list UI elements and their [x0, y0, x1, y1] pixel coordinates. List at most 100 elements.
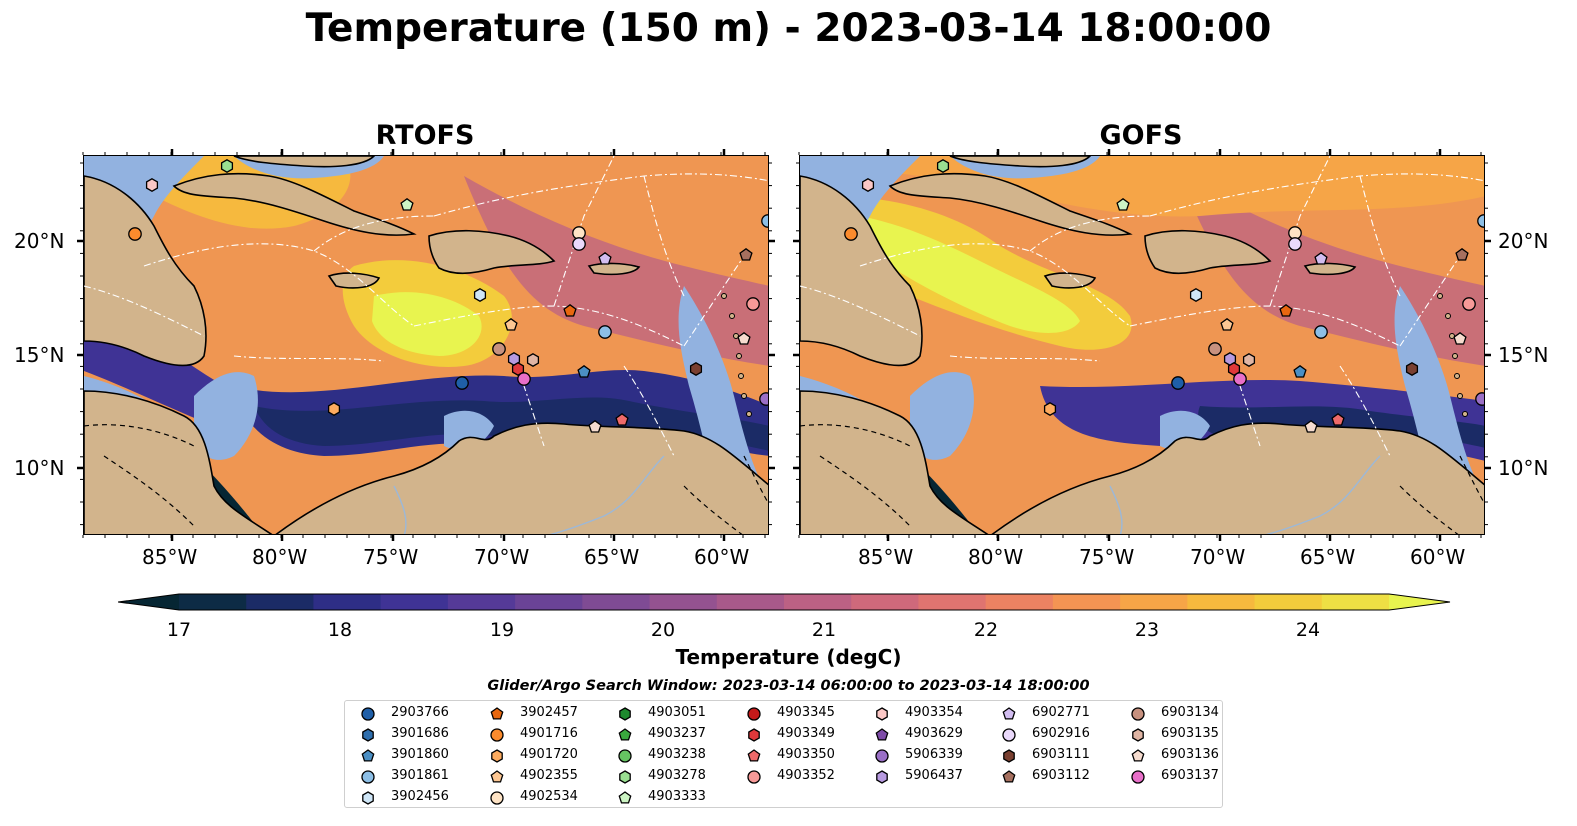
colorbar-segment: [515, 594, 583, 610]
river: [393, 485, 407, 534]
legend-marker-3901861: [361, 770, 375, 784]
panel-title-gofs: GOFS: [1099, 120, 1183, 151]
platform-marker-6903134: [1208, 342, 1222, 356]
eez-boundary: [1399, 255, 1461, 347]
eez-boundary: [1359, 175, 1401, 297]
colorbar-tick-19: 19: [489, 619, 515, 641]
colorbar-segment: [851, 594, 919, 610]
eez-boundary: [233, 355, 385, 362]
south-america-land: [991, 422, 1484, 534]
lesser-antilles-island: [721, 293, 727, 299]
colorbar-segment: [649, 594, 718, 610]
platform-marker-6902916: [1288, 237, 1302, 251]
legend-label: 3901686: [391, 726, 449, 741]
pentagon-marker-icon: [618, 728, 632, 741]
platform-marker-4901720: [327, 402, 341, 416]
platform-marker-4902355: [504, 317, 518, 331]
colorbar-segment: [582, 594, 651, 610]
platform-marker-3902456: [1189, 288, 1203, 302]
lon-label-85w-right: 85°W: [858, 545, 914, 569]
jamaica-land: [327, 272, 381, 289]
national-border: [819, 455, 911, 527]
lon-label-80w-left: 80°W: [252, 545, 308, 569]
national-border: [84, 424, 195, 447]
sst-warm-patch: [860, 216, 1080, 333]
eez-boundary: [1149, 173, 1484, 217]
circle-marker-icon: [1131, 770, 1145, 784]
pentagon-marker-icon: [747, 749, 761, 762]
legend-marker-6902771: [1002, 707, 1016, 720]
circle-marker-icon: [1131, 707, 1145, 721]
pentagon-marker-icon: [1002, 707, 1016, 720]
colorbar-tick-20: 20: [650, 619, 676, 641]
legend-title: Glider/Argo Search Window: 2023-03-14 06…: [487, 678, 1090, 694]
lesser-antilles-island: [1457, 393, 1463, 399]
eez-boundary: [623, 365, 675, 457]
legend-marker-4903237: [618, 728, 632, 741]
circle-marker-icon: [361, 770, 375, 784]
colorbar-segment: [447, 594, 516, 610]
rtofs-map[interactable]: [83, 155, 769, 535]
hispaniola-land: [1144, 229, 1272, 275]
lesser-antilles-island: [1449, 333, 1455, 339]
colorbar-tick-21: 21: [811, 619, 837, 641]
circle-marker-icon: [747, 707, 761, 721]
national-border: [103, 455, 195, 527]
legend-marker-4901716: [490, 728, 504, 742]
platform-marker-3901861: [598, 325, 612, 339]
circle-marker-icon: [747, 770, 761, 784]
platform-marker-6903136: [737, 331, 751, 345]
platform-legend: 2903766 3901686 3901860 3901861 3902456 39024…: [344, 700, 1223, 808]
pentagon-marker-icon: [361, 749, 375, 762]
legend-label: 4903051: [648, 705, 706, 720]
colorbar-segment: [784, 594, 852, 610]
platform-marker-5906339: [759, 392, 768, 406]
hexagon-marker-icon: [876, 770, 888, 784]
platform-marker-6903136: [1453, 331, 1467, 345]
legend-label: 4903350: [777, 747, 835, 762]
platform-marker-4903354: [145, 178, 159, 192]
legend-marker-6902916: [1002, 728, 1016, 742]
river: [1109, 485, 1123, 534]
platform-marker-4901720: [1043, 402, 1057, 416]
legend-label: 6903137: [1161, 768, 1219, 783]
platform-marker-6903135: [1242, 353, 1256, 367]
legend-marker-4903352: [747, 770, 761, 784]
pentagon-marker-icon: [1131, 749, 1145, 762]
lesser-antilles-island: [741, 393, 747, 399]
cuba-land: [888, 172, 1133, 236]
colorbar-tick-23: 23: [1134, 619, 1160, 641]
map-axis-ticks: [77, 149, 1491, 541]
lesser-antilles-island: [736, 353, 742, 359]
eez-boundary: [643, 175, 685, 297]
legend-marker-3901860: [361, 749, 375, 762]
hexagon-marker-icon: [362, 791, 374, 805]
legend-label: 3902456: [391, 789, 449, 804]
legend-label: 6902771: [1032, 705, 1090, 720]
rtofs-map-canvas: [84, 156, 768, 534]
colorbar-tick-17: 17: [166, 619, 192, 641]
legend-label: 4903345: [777, 705, 835, 720]
platform-marker-6903112: [739, 247, 753, 261]
legend-marker-6903112: [1002, 770, 1016, 783]
platform-marker-4903333: [400, 197, 414, 211]
eez-boundary: [1269, 156, 1331, 307]
sst-warm-patch: [372, 292, 482, 356]
legend-label: 4903349: [777, 726, 835, 741]
legend-marker-6903134: [1131, 707, 1145, 721]
colorbar-label: Temperature (degC): [675, 645, 902, 669]
hexagon-marker-icon: [619, 707, 631, 721]
jamaica-land: [1043, 272, 1097, 289]
continental-shelf: [910, 372, 974, 460]
lon-label-60w-right: 60°W: [1410, 545, 1466, 569]
colorbar-segment: [313, 594, 382, 610]
eez-boundary: [1029, 215, 1151, 252]
eez-boundary: [800, 285, 921, 337]
gofs-map[interactable]: [799, 155, 1485, 535]
legend-label: 4901716: [520, 726, 578, 741]
circle-marker-icon: [875, 749, 889, 763]
figure-title: Temperature (150 m) - 2023-03-14 18:00:0…: [305, 6, 1272, 51]
legend-marker-4903333: [618, 791, 632, 804]
colorbar-max-extend: [1389, 594, 1450, 610]
lesser-antilles-island: [746, 411, 752, 417]
